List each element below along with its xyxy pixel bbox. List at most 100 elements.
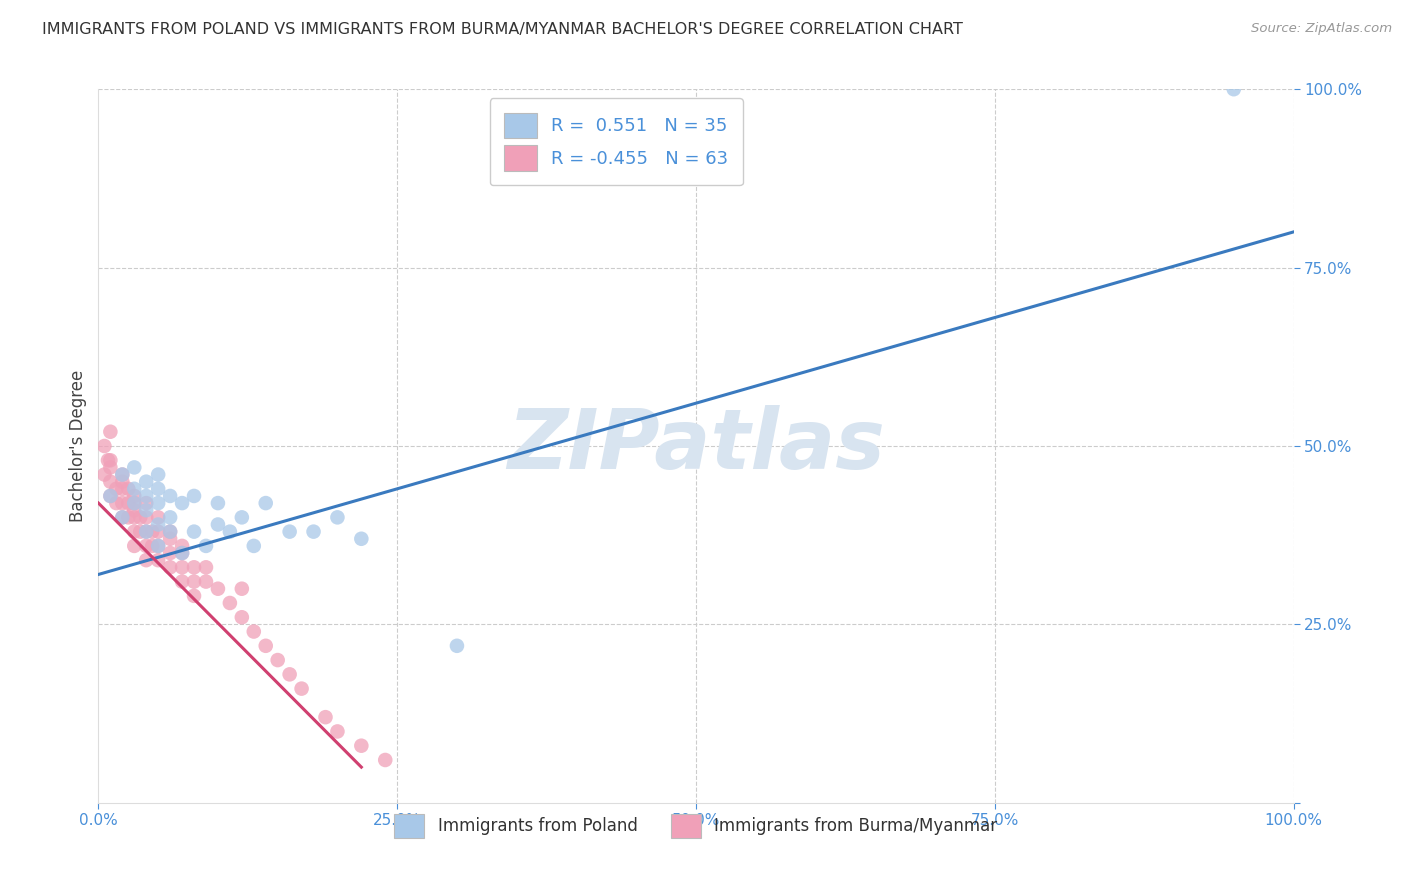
Point <box>278 524 301 539</box>
Point <box>326 510 349 524</box>
Point <box>172 539 194 553</box>
Point <box>135 510 157 524</box>
Point <box>141 539 163 553</box>
Point <box>172 496 194 510</box>
Point <box>219 596 242 610</box>
Point <box>172 546 194 560</box>
Point <box>148 496 170 510</box>
Point <box>172 560 194 574</box>
Point <box>148 539 170 553</box>
Point <box>315 710 337 724</box>
Point <box>207 582 229 596</box>
Point <box>135 524 157 539</box>
Point <box>374 753 396 767</box>
Point <box>267 653 290 667</box>
Text: IMMIGRANTS FROM POLAND VS IMMIGRANTS FROM BURMA/MYANMAR BACHELOR'S DEGREE CORREL: IMMIGRANTS FROM POLAND VS IMMIGRANTS FRO… <box>42 22 963 37</box>
Point <box>124 524 146 539</box>
Point <box>124 489 146 503</box>
Point <box>124 510 146 524</box>
Point <box>148 510 170 524</box>
Point <box>93 467 115 482</box>
Point <box>111 496 134 510</box>
Point <box>243 624 266 639</box>
Point <box>183 489 205 503</box>
Point <box>159 532 181 546</box>
Point <box>159 489 181 503</box>
Point <box>219 524 242 539</box>
Point <box>195 560 218 574</box>
Point <box>278 667 301 681</box>
Point <box>129 524 152 539</box>
Point <box>98 489 122 503</box>
Y-axis label: Bachelor's Degree: Bachelor's Degree <box>69 370 87 522</box>
Point <box>172 574 194 589</box>
Point <box>117 510 139 524</box>
Point <box>231 610 253 624</box>
Point <box>124 460 146 475</box>
Point <box>446 639 468 653</box>
Point <box>172 546 194 560</box>
Point <box>105 496 128 510</box>
Point <box>117 482 139 496</box>
Point <box>105 482 128 496</box>
Point <box>183 560 205 574</box>
Point <box>159 560 181 574</box>
Point <box>183 524 205 539</box>
Point <box>195 539 218 553</box>
Point <box>183 589 205 603</box>
Point <box>98 453 122 467</box>
Point <box>111 482 134 496</box>
Point <box>148 482 170 496</box>
Point <box>111 475 134 489</box>
Point <box>93 439 115 453</box>
Point <box>207 496 229 510</box>
Point <box>124 539 146 553</box>
Point <box>254 639 277 653</box>
Point <box>135 496 157 510</box>
Point <box>243 539 266 553</box>
Point <box>111 510 134 524</box>
Point <box>195 574 218 589</box>
Point <box>98 460 122 475</box>
Point <box>231 510 253 524</box>
Point <box>350 739 373 753</box>
Point <box>231 582 253 596</box>
Point <box>291 681 314 696</box>
Point <box>350 532 373 546</box>
Point <box>135 475 157 489</box>
Point <box>98 489 122 503</box>
Point <box>159 524 181 539</box>
Point <box>124 503 146 517</box>
Point <box>159 546 181 560</box>
Point <box>111 510 134 524</box>
Point <box>207 517 229 532</box>
Point <box>135 524 157 539</box>
Point <box>124 496 146 510</box>
Legend: Immigrants from Poland, Immigrants from Burma/Myanmar: Immigrants from Poland, Immigrants from … <box>388 807 1004 845</box>
Point <box>148 539 170 553</box>
Point <box>135 503 157 517</box>
Point <box>135 489 157 503</box>
Point <box>159 510 181 524</box>
Point <box>98 475 122 489</box>
Point <box>97 453 120 467</box>
Point <box>124 482 146 496</box>
Text: ZIPatlas: ZIPatlas <box>508 406 884 486</box>
Point <box>302 524 325 539</box>
Point <box>124 496 146 510</box>
Point <box>111 467 134 482</box>
Point <box>141 524 163 539</box>
Point <box>135 553 157 567</box>
Point <box>98 425 122 439</box>
Text: Source: ZipAtlas.com: Source: ZipAtlas.com <box>1251 22 1392 36</box>
Point <box>159 524 181 539</box>
Point <box>148 517 170 532</box>
Point <box>1223 82 1246 96</box>
Point <box>148 467 170 482</box>
Point <box>148 553 170 567</box>
Point <box>254 496 277 510</box>
Point <box>111 467 134 482</box>
Point <box>183 574 205 589</box>
Point <box>148 524 170 539</box>
Point <box>129 510 152 524</box>
